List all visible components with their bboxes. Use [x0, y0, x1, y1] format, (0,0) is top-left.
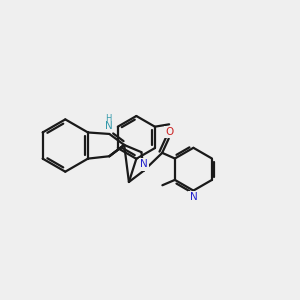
- Text: H: H: [106, 114, 112, 123]
- Text: N: N: [105, 121, 112, 130]
- Text: O: O: [165, 127, 173, 137]
- Text: N: N: [190, 192, 197, 202]
- Text: N: N: [140, 159, 148, 169]
